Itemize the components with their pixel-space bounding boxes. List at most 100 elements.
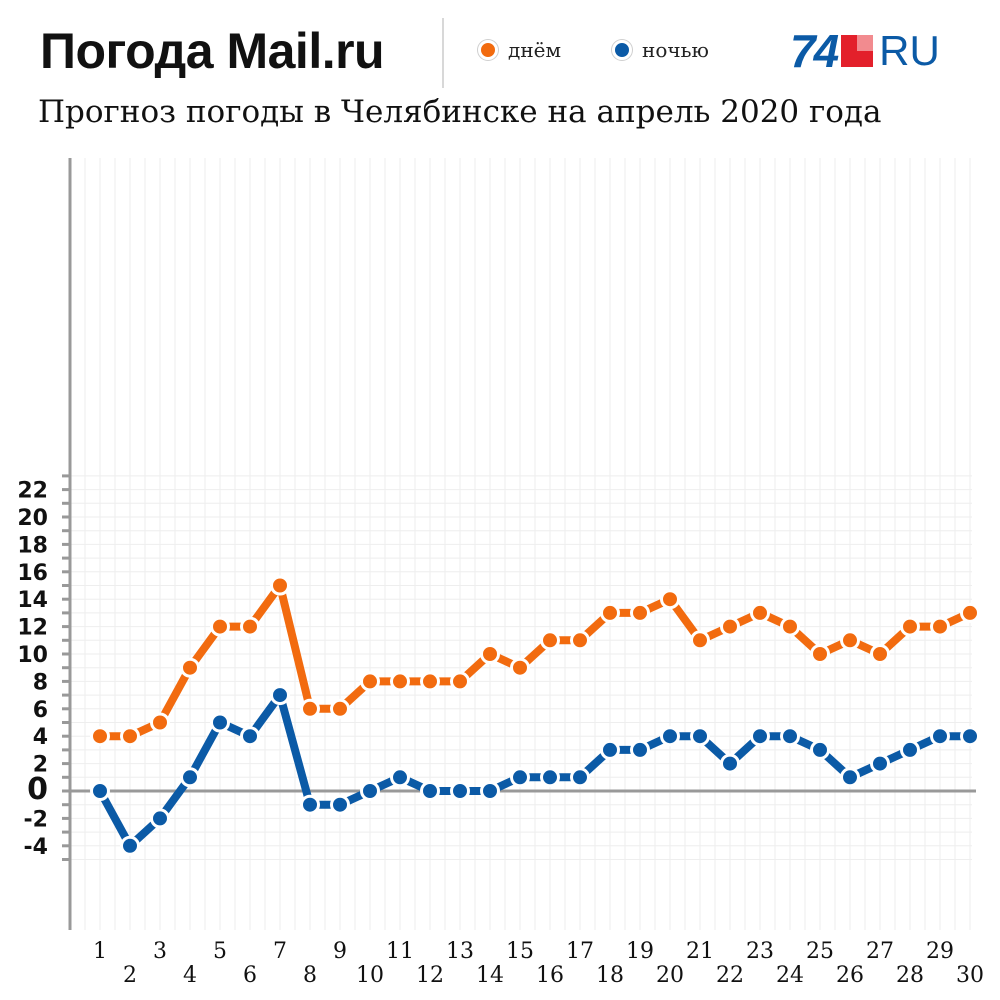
data-point-night bbox=[570, 767, 590, 788]
legend-dot-day-icon bbox=[478, 40, 498, 60]
y-tick-label: 10 bbox=[17, 643, 48, 668]
data-point-night bbox=[960, 726, 980, 747]
data-point-day bbox=[720, 616, 740, 637]
data-point-night bbox=[540, 767, 560, 788]
data-point-night bbox=[840, 767, 860, 788]
chart-subtitle: Прогноз погоды в Челябинске на апрель 20… bbox=[38, 94, 882, 130]
data-point-day bbox=[660, 589, 680, 610]
data-point-night bbox=[690, 726, 710, 747]
data-point-night bbox=[150, 808, 170, 829]
data-point-day bbox=[300, 698, 320, 719]
data-point-night bbox=[780, 726, 800, 747]
data-point-day bbox=[480, 644, 500, 664]
x-tick-label: 8 bbox=[303, 963, 317, 988]
data-point-day bbox=[750, 602, 770, 623]
data-point-night bbox=[750, 726, 770, 747]
data-point-day bbox=[120, 726, 140, 747]
y-tick-label: 22 bbox=[17, 479, 48, 504]
x-tick-label: 11 bbox=[386, 939, 414, 964]
data-point-day bbox=[930, 616, 950, 637]
data-point-day bbox=[210, 616, 230, 637]
x-tick-label: 24 bbox=[776, 963, 804, 988]
data-point-night bbox=[660, 726, 680, 747]
x-tick-label: 7 bbox=[273, 939, 287, 964]
data-point-day bbox=[810, 644, 830, 664]
x-tick-label: 30 bbox=[956, 963, 984, 988]
x-tick-label: 21 bbox=[686, 939, 714, 964]
x-tick-label: 2 bbox=[123, 963, 137, 988]
data-point-night bbox=[240, 726, 260, 747]
data-point-day bbox=[960, 602, 980, 623]
data-point-night bbox=[870, 753, 890, 774]
data-point-day bbox=[360, 671, 380, 692]
data-point-night bbox=[600, 739, 620, 760]
data-point-day bbox=[870, 644, 890, 664]
x-tick-label: 25 bbox=[806, 939, 834, 964]
logo-number: 74 bbox=[790, 25, 839, 77]
legend-dot-night-icon bbox=[612, 40, 632, 60]
y-tick-label: 8 bbox=[33, 670, 48, 695]
y-tick-label: -4 bbox=[24, 835, 48, 860]
x-tick-label: 1 bbox=[93, 939, 107, 964]
y-tick-label: 16 bbox=[17, 561, 48, 586]
data-point-night bbox=[420, 781, 440, 801]
data-point-night bbox=[450, 781, 470, 801]
y-tick-label: 2 bbox=[33, 753, 48, 778]
y-tick-label: 12 bbox=[17, 616, 48, 641]
x-tick-label: 5 bbox=[213, 939, 227, 964]
data-point-day bbox=[180, 657, 200, 678]
data-point-day bbox=[840, 630, 860, 651]
data-point-day bbox=[540, 630, 560, 651]
data-point-night bbox=[720, 753, 740, 774]
x-tick-label: 3 bbox=[153, 939, 167, 964]
x-tick-label: 12 bbox=[416, 963, 444, 988]
y-tick-label: 14 bbox=[17, 588, 48, 613]
data-point-night bbox=[390, 767, 410, 788]
data-point-night bbox=[210, 712, 230, 733]
data-point-night bbox=[630, 739, 650, 760]
header-divider bbox=[442, 18, 444, 88]
y-tick-label: 18 bbox=[17, 533, 48, 558]
x-tick-label: 19 bbox=[626, 939, 654, 964]
data-point-night bbox=[480, 781, 500, 801]
data-point-night bbox=[330, 794, 350, 815]
data-point-night bbox=[120, 835, 140, 856]
y-tick-label: 6 bbox=[33, 698, 48, 723]
data-point-night bbox=[180, 767, 200, 788]
data-point-day bbox=[90, 726, 110, 747]
data-point-night bbox=[810, 739, 830, 760]
data-point-night bbox=[360, 781, 380, 801]
data-point-day bbox=[510, 657, 530, 678]
data-point-day bbox=[420, 671, 440, 692]
brand-title: Погода Mail.ru bbox=[40, 23, 385, 79]
x-tick-label: 18 bbox=[596, 963, 624, 988]
y-tick-label: -2 bbox=[24, 807, 48, 832]
y-tick-label: 0 bbox=[27, 772, 48, 807]
data-point-night bbox=[900, 739, 920, 760]
logo-square-icon bbox=[841, 35, 874, 67]
data-point-day bbox=[900, 616, 920, 637]
legend-item-day: днём bbox=[478, 38, 561, 62]
x-tick-label: 26 bbox=[836, 963, 864, 988]
data-point-day bbox=[150, 712, 170, 733]
x-tick-label: 13 bbox=[446, 939, 474, 964]
x-tick-label: 6 bbox=[243, 963, 257, 988]
x-tick-label: 15 bbox=[506, 939, 534, 964]
x-tick-label: 20 bbox=[656, 963, 684, 988]
x-tick-label: 17 bbox=[566, 939, 594, 964]
legend-label-day: днём bbox=[508, 38, 562, 62]
logo-suffix: RU bbox=[879, 27, 940, 74]
x-tick-label: 29 bbox=[926, 939, 954, 964]
x-tick-label: 27 bbox=[866, 939, 894, 964]
data-point-night bbox=[510, 767, 530, 788]
data-point-day bbox=[390, 671, 410, 692]
legend-item-night: ночью bbox=[612, 38, 709, 62]
x-tick-label: 22 bbox=[716, 963, 744, 988]
data-point-day bbox=[570, 630, 590, 651]
chart-header: Погода Mail.ru днём ночью 74 RU Прогноз … bbox=[0, 0, 1000, 150]
data-point-night bbox=[300, 794, 320, 815]
data-point-day bbox=[240, 616, 260, 637]
x-tick-label: 23 bbox=[746, 939, 774, 964]
x-tick-label: 4 bbox=[183, 963, 197, 988]
